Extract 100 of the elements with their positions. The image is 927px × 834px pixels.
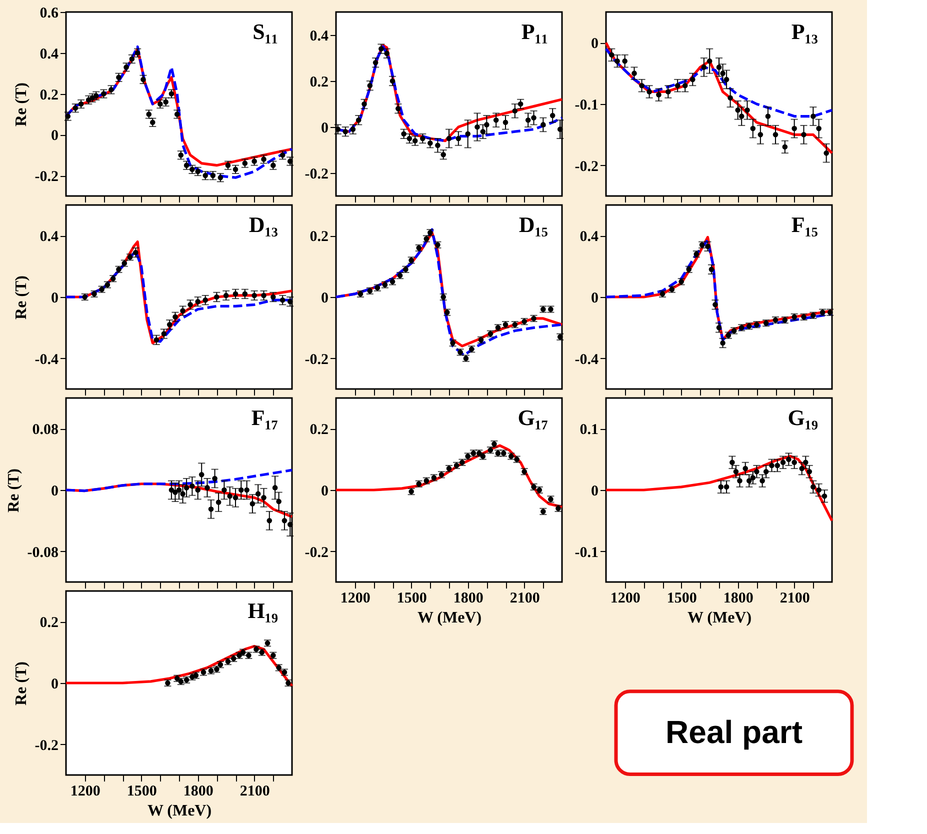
point bbox=[412, 138, 418, 144]
point bbox=[738, 114, 744, 119]
point bbox=[632, 70, 637, 76]
point bbox=[525, 117, 531, 123]
point bbox=[720, 340, 726, 346]
point bbox=[735, 107, 740, 113]
point bbox=[282, 518, 288, 524]
point bbox=[255, 491, 261, 496]
y-tick-label: -0.2 bbox=[574, 158, 598, 175]
y-tick-label: -0.2 bbox=[304, 544, 328, 561]
point bbox=[440, 152, 446, 158]
y-tick-label: -0.4 bbox=[574, 352, 599, 368]
point bbox=[802, 460, 808, 466]
y-tick-label: 0.2 bbox=[310, 422, 328, 438]
y-tick-label: 0.4 bbox=[580, 229, 599, 246]
point bbox=[465, 131, 470, 137]
point bbox=[266, 518, 272, 524]
point bbox=[129, 56, 135, 62]
point bbox=[716, 64, 722, 70]
point bbox=[261, 292, 266, 298]
y-tick-label: -0.4 bbox=[34, 352, 59, 368]
chart-title: D₁₃ bbox=[248, 212, 278, 237]
point bbox=[810, 484, 816, 490]
point bbox=[216, 500, 222, 505]
point bbox=[390, 78, 396, 84]
point bbox=[270, 294, 276, 300]
point bbox=[378, 46, 384, 52]
x-tick-label: 1200 bbox=[610, 590, 640, 606]
point bbox=[154, 337, 160, 343]
point bbox=[746, 478, 752, 484]
x-tick-label: 2100 bbox=[240, 784, 270, 800]
point bbox=[772, 132, 778, 138]
point bbox=[218, 174, 224, 180]
point bbox=[72, 105, 78, 111]
y-tick-label: 0 bbox=[591, 484, 598, 500]
chart-title: P₁₁ bbox=[521, 19, 548, 44]
point bbox=[474, 124, 480, 130]
point bbox=[184, 162, 190, 168]
point bbox=[799, 466, 805, 472]
point bbox=[362, 101, 367, 107]
point bbox=[512, 108, 518, 114]
chart-title: P₁₃ bbox=[791, 19, 818, 44]
point bbox=[682, 82, 688, 88]
y-tick-label: 0 bbox=[51, 484, 58, 500]
point bbox=[350, 126, 356, 132]
point bbox=[172, 314, 178, 320]
y-axis-title: Re (T) bbox=[12, 82, 30, 126]
x-axis-title: W (MeV) bbox=[147, 802, 212, 820]
point bbox=[801, 132, 806, 138]
point bbox=[502, 120, 508, 126]
point bbox=[280, 152, 286, 158]
chart-title: F₁₇ bbox=[251, 405, 278, 430]
point bbox=[168, 91, 174, 96]
point bbox=[134, 50, 140, 56]
point bbox=[161, 331, 167, 336]
point bbox=[204, 485, 210, 490]
y-tick-label: 0 bbox=[591, 290, 598, 306]
point bbox=[656, 92, 662, 98]
point bbox=[232, 166, 238, 172]
point bbox=[763, 468, 769, 474]
x-tick-label: 1800 bbox=[723, 590, 754, 606]
point bbox=[518, 101, 524, 107]
x-tick-label: 1500 bbox=[666, 590, 697, 606]
point bbox=[252, 292, 257, 298]
point bbox=[356, 117, 362, 123]
point bbox=[210, 172, 216, 178]
point bbox=[765, 114, 771, 119]
point bbox=[174, 112, 180, 117]
point bbox=[493, 117, 499, 123]
y-axis-title: Re (T) bbox=[12, 662, 30, 706]
point bbox=[287, 298, 293, 304]
point bbox=[446, 136, 452, 142]
y-axis-title: Re (T) bbox=[5, 468, 22, 512]
point bbox=[93, 93, 99, 98]
y-tick-label: -0.2 bbox=[34, 738, 58, 754]
point bbox=[744, 107, 750, 113]
point bbox=[202, 172, 208, 178]
point bbox=[232, 291, 238, 297]
point bbox=[195, 487, 200, 493]
x-tick-label: 1800 bbox=[453, 590, 484, 606]
point bbox=[227, 493, 232, 499]
point bbox=[180, 491, 186, 496]
y-tick-label: -0.1 bbox=[574, 544, 598, 561]
point bbox=[718, 484, 724, 490]
point bbox=[272, 485, 278, 490]
point bbox=[384, 50, 390, 56]
x-tick-label: 1500 bbox=[126, 784, 157, 800]
point bbox=[674, 82, 680, 88]
point bbox=[190, 484, 195, 489]
point bbox=[242, 160, 248, 166]
point bbox=[184, 485, 190, 490]
point bbox=[150, 120, 156, 126]
point bbox=[705, 244, 710, 250]
point bbox=[708, 266, 714, 272]
point bbox=[690, 76, 696, 82]
point bbox=[244, 487, 250, 493]
point bbox=[78, 101, 84, 107]
point bbox=[816, 126, 822, 132]
point bbox=[168, 487, 174, 493]
point bbox=[646, 89, 652, 94]
